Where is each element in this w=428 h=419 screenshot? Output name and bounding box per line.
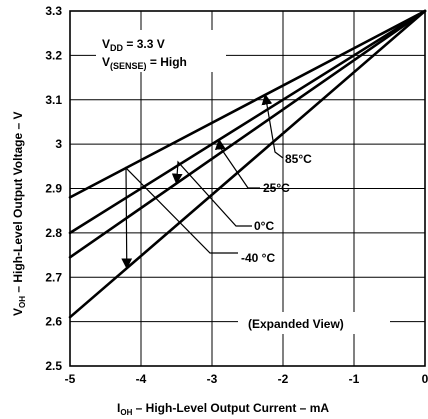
series-label-2: 0°C bbox=[254, 219, 274, 233]
series-label-1: 25°C bbox=[263, 181, 290, 195]
plot-frame bbox=[69, 10, 426, 367]
series-label-3: -40 °C bbox=[241, 251, 275, 265]
series-label-0: 85°C bbox=[285, 152, 312, 166]
x-tick-label: 0 bbox=[422, 372, 428, 386]
y-tick-label: 3.1 bbox=[45, 93, 62, 107]
y-tick-label: 2.8 bbox=[45, 226, 62, 240]
x-tick-label: -4 bbox=[136, 372, 147, 386]
y-tick-label: 3 bbox=[55, 137, 62, 151]
y-tick-label: 3.3 bbox=[45, 4, 62, 18]
y-axis-title: VOH – High-Level Output Voltage – V bbox=[11, 112, 27, 316]
curves bbox=[68, 9, 427, 319]
series-line-1 bbox=[68, 9, 427, 235]
series-leader-0 bbox=[261, 93, 284, 159]
note-box bbox=[238, 312, 390, 334]
conditions-box bbox=[96, 30, 226, 72]
y-tick-label: 3.2 bbox=[45, 48, 62, 62]
x-axis-title: IOH – High-Level Output Current – mA bbox=[117, 401, 329, 417]
x-tick-label: -5 bbox=[65, 372, 76, 386]
series-leader-2 bbox=[171, 160, 252, 227]
series-leader-1 bbox=[214, 138, 260, 189]
series-line-0 bbox=[68, 9, 427, 199]
tick-labels: -5 -4 -3 -2 -1 0 2.5 2.6 2.7 2.8 2.9 3 3.1 3.2 3.3 bbox=[45, 4, 428, 386]
condition-vdd: VDD = 3.3 V bbox=[102, 37, 165, 53]
series-line-2 bbox=[68, 9, 427, 259]
x-tick-label: -2 bbox=[278, 372, 289, 386]
x-tick-label: -3 bbox=[207, 372, 218, 386]
y-tick-label: 2.6 bbox=[45, 315, 62, 329]
y-tick-label: 2.9 bbox=[45, 182, 62, 196]
y-tick-label: 2.5 bbox=[45, 359, 62, 373]
condition-sense: V(SENSE) = High bbox=[102, 55, 187, 71]
expanded-view-note: (Expanded View) bbox=[248, 317, 344, 331]
annotations: 85°C 25°C 0°C -40 °C bbox=[121, 93, 312, 270]
x-tick-label: -1 bbox=[349, 372, 360, 386]
y-tick-label: 2.7 bbox=[45, 270, 62, 284]
series-leader-3 bbox=[121, 166, 238, 270]
